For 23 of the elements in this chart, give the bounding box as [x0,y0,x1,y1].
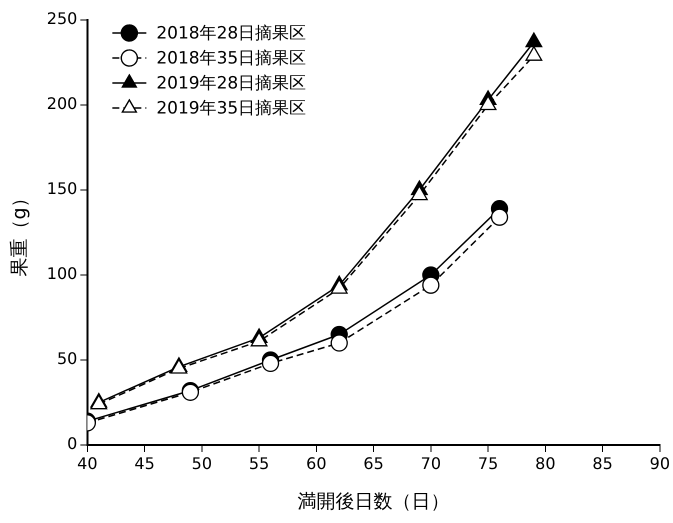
x-tick-label: 60 [306,454,327,473]
legend-label: 2018年35日摘果区 [156,48,306,68]
x-axis-title: 満開後日数（日） [298,490,450,513]
y-tick-label: 150 [46,179,78,198]
y-tick-label: 250 [46,9,78,28]
legend-label: 2018年28日摘果区 [156,23,306,44]
y-tick-label: 50 [56,349,78,368]
x-tick-label: 90 [650,454,670,473]
x-tick-label: 65 [363,454,384,473]
x-tick-label: 55 [248,454,270,473]
y-tick-label: 200 [46,94,78,114]
legend-label: 2019年28日摘果区 [156,73,306,94]
x-tick-label: 70 [420,454,442,473]
x-tick-label: 80 [535,454,556,473]
x-tick-label: 75 [478,454,498,473]
x-tick-label: 50 [192,454,212,473]
y-tick-label: 100 [46,264,78,284]
x-tick-label: 40 [77,454,98,473]
x-tick-label: 85 [592,454,613,473]
x-tick-label: 45 [134,454,155,473]
legend-label: 2019年35日摘果区 [156,98,306,118]
y-tick-label: 0 [67,434,78,454]
y-axis-title: 果重（g） [8,188,30,277]
